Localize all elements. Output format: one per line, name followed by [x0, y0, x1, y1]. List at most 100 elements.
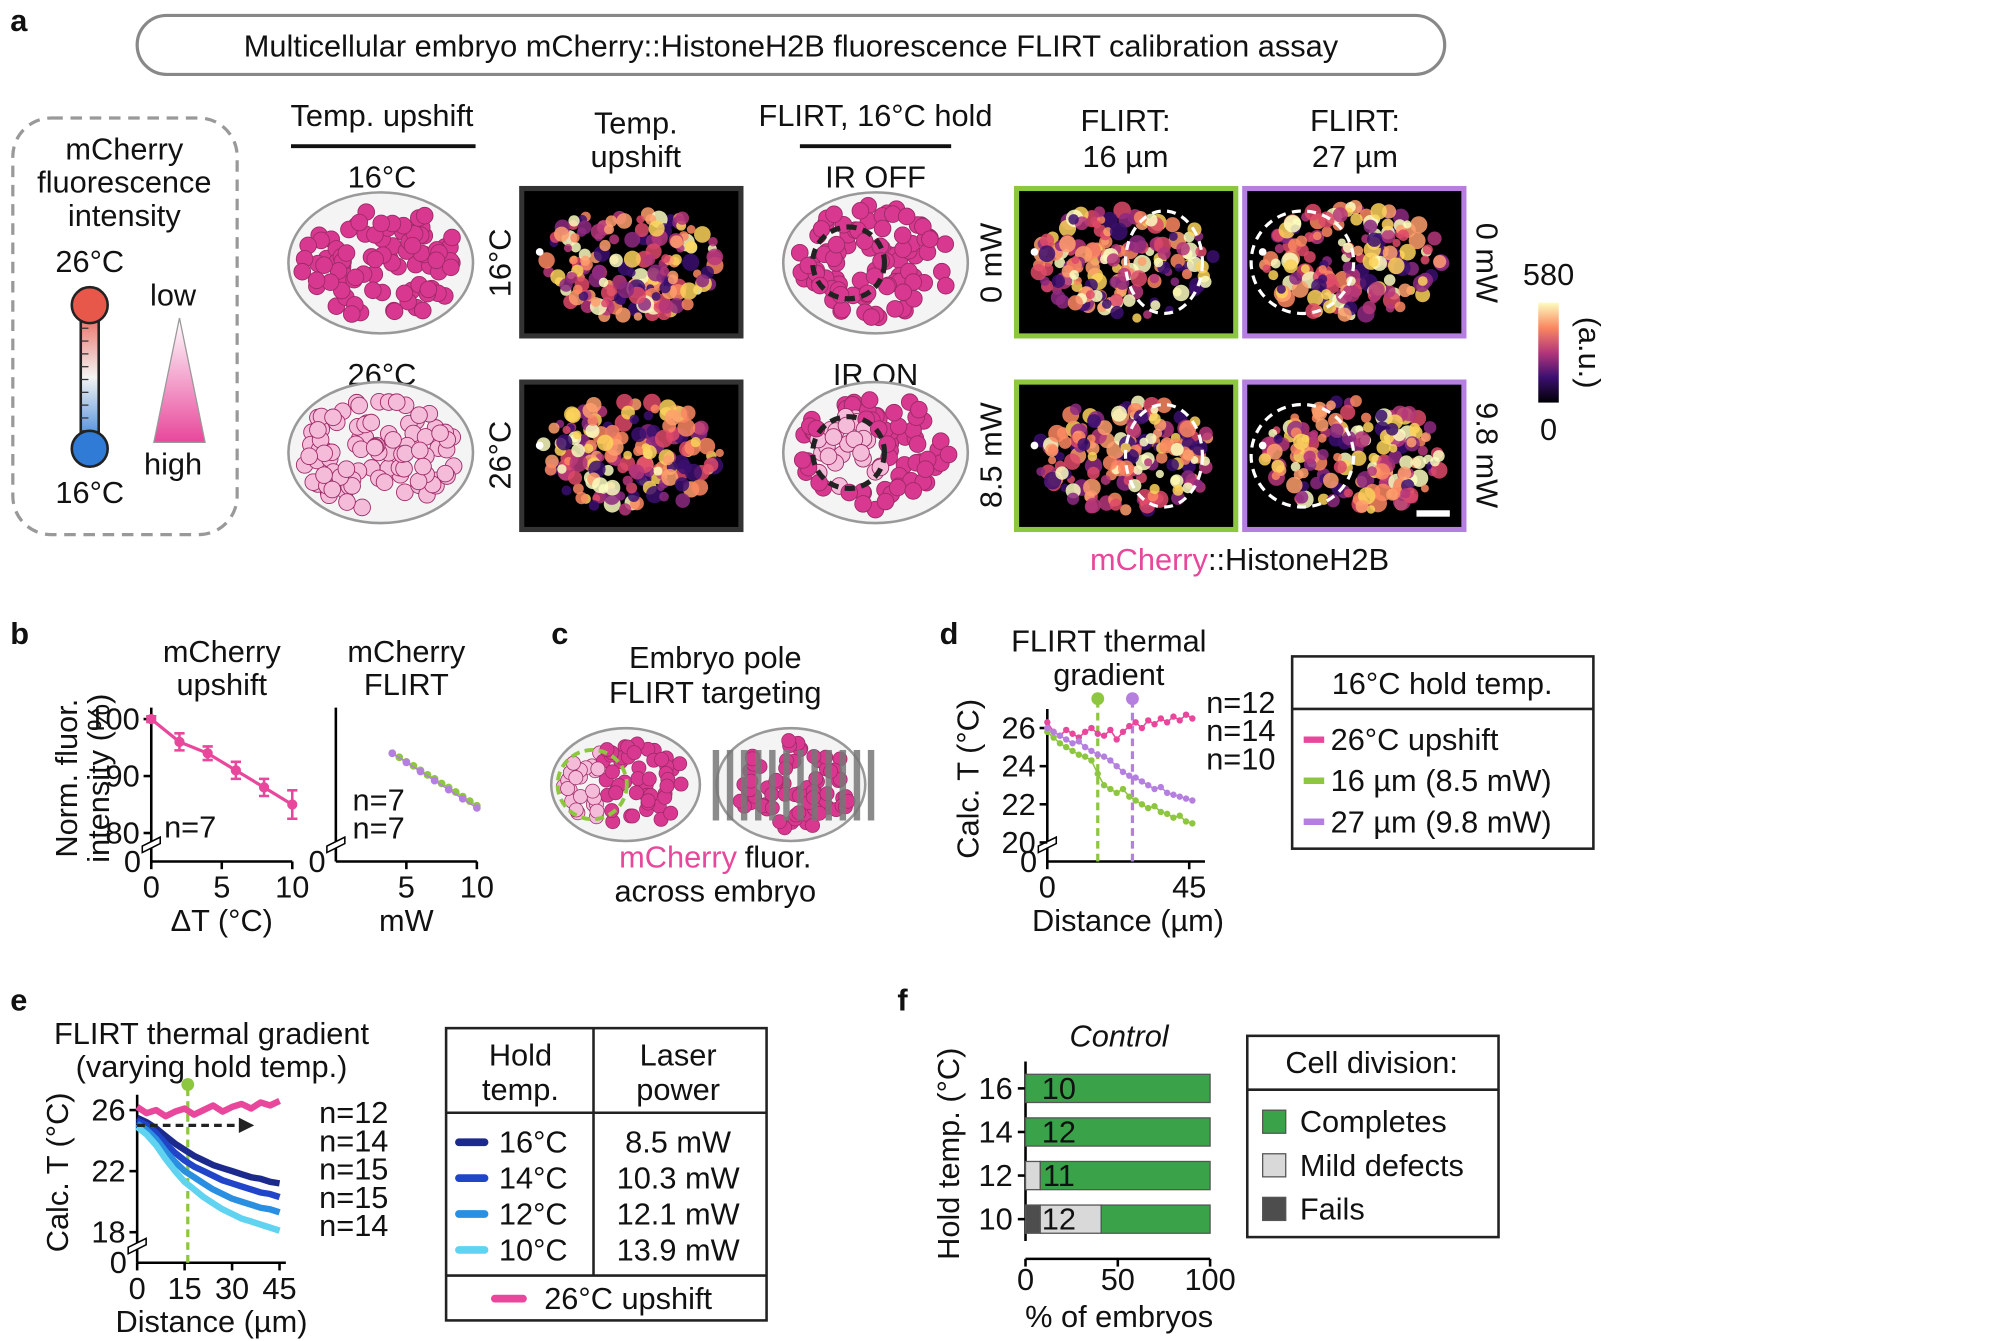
nucleus-signal	[557, 464, 567, 474]
nucleus-signal	[1392, 238, 1401, 248]
cell	[342, 305, 361, 323]
data-point	[458, 794, 467, 803]
cell	[824, 428, 843, 446]
cell	[936, 276, 955, 295]
cell	[833, 300, 851, 319]
label: Embryo pole	[629, 640, 802, 675]
scan-bar	[867, 749, 875, 821]
cell	[873, 219, 892, 238]
data-point	[473, 804, 481, 812]
nucleus-signal	[1317, 448, 1329, 461]
nucleus-signal	[1422, 244, 1433, 255]
data-point	[1069, 740, 1076, 747]
nucleus-signal	[1370, 203, 1387, 220]
y-tick-label: 12	[978, 1158, 1012, 1193]
n-label: n=15	[319, 1180, 388, 1215]
data-point	[1157, 715, 1165, 722]
nucleus-signal	[1130, 270, 1148, 287]
y-axis-label: Calc. T (°C)	[950, 699, 985, 859]
nucleus-signal	[1159, 440, 1173, 454]
data-point	[1126, 722, 1133, 730]
cell	[395, 284, 414, 303]
x-tick-label: 10	[275, 870, 309, 905]
nucleus-signal	[1350, 395, 1362, 407]
nucleus-signal	[600, 284, 618, 302]
nucleus-signal	[587, 415, 599, 427]
nucleus-signal	[565, 407, 581, 423]
bar-segment	[1039, 1160, 1211, 1191]
nucleus-signal	[548, 422, 560, 434]
nucleus-signal	[1412, 455, 1426, 469]
cell	[568, 770, 584, 786]
nucleus-signal	[544, 463, 557, 476]
scan-bar	[712, 749, 720, 821]
nucleus-signal	[1427, 231, 1442, 246]
figure-title: Multicellular embryo mCherry::HistoneH2B…	[244, 29, 1339, 64]
title-box	[135, 13, 1447, 77]
nucleus-signal	[1274, 244, 1285, 254]
table-header: power	[636, 1072, 720, 1107]
nucleus-signal	[1106, 253, 1121, 267]
nucleus-signal	[659, 491, 669, 502]
cell	[315, 466, 333, 484]
cell	[431, 424, 449, 443]
cell	[384, 431, 402, 449]
nucleus-signal	[1323, 472, 1339, 489]
nucleus-signal	[578, 291, 589, 301]
nucleus-signal	[1394, 301, 1406, 313]
colorbar	[1538, 302, 1559, 403]
nucleus-signal	[633, 446, 644, 457]
nucleus-signal	[598, 277, 609, 288]
arrow-head	[238, 1117, 255, 1134]
nucleus-signal	[1262, 264, 1271, 273]
nucleus-signal	[1048, 444, 1058, 455]
nucleus-signal	[680, 405, 696, 421]
nucleus-signal	[1355, 500, 1369, 513]
legend-swatch	[1262, 1196, 1287, 1222]
nucleus-signal	[1293, 433, 1310, 450]
cell	[372, 214, 391, 233]
nucleus-signal	[1170, 442, 1184, 456]
cell	[781, 733, 797, 749]
n-label: 12	[1042, 1202, 1076, 1237]
nucleus-signal	[1102, 455, 1118, 471]
scan-bar	[839, 749, 847, 821]
nucleus-signal	[1206, 250, 1220, 263]
data-point	[1126, 793, 1133, 800]
caption-part: mCherry	[1090, 541, 1209, 576]
axis-break	[127, 1237, 147, 1256]
label: 16 µm	[1082, 139, 1168, 174]
cell	[396, 444, 415, 463]
nucleus-signal	[674, 477, 690, 492]
nucleus-signal	[1149, 273, 1160, 284]
cell	[673, 776, 689, 792]
nucleus-signal	[698, 437, 716, 455]
label: IR OFF	[825, 159, 926, 194]
nucleus-signal	[1143, 310, 1152, 319]
nucleus-signal	[1122, 294, 1136, 307]
nucleus-signal	[561, 485, 572, 496]
series-line	[135, 1117, 281, 1201]
nucleus-signal	[661, 254, 671, 264]
data-point	[1163, 719, 1171, 726]
nucleus-signal	[1268, 428, 1278, 438]
nucleus-signal	[571, 443, 585, 458]
data-point	[437, 779, 446, 788]
nucleus-signal	[1199, 275, 1212, 288]
nucleus-signal	[1036, 467, 1046, 477]
cell	[338, 493, 356, 511]
data-point	[1063, 743, 1070, 751]
nucleus-signal	[590, 296, 601, 307]
cell	[343, 477, 361, 495]
nucleus-signal	[1350, 213, 1363, 226]
nucleus-signal	[1084, 500, 1098, 514]
data-point	[1182, 711, 1190, 718]
nucleus-signal	[1270, 258, 1281, 269]
series-line	[135, 1124, 281, 1234]
nucleus-signal	[1333, 452, 1342, 462]
cell	[916, 460, 935, 478]
nucleus-signal	[1093, 206, 1105, 218]
nucleus-signal	[706, 248, 724, 266]
nucleus-signal	[1304, 232, 1315, 243]
nucleus-signal	[1168, 231, 1178, 241]
